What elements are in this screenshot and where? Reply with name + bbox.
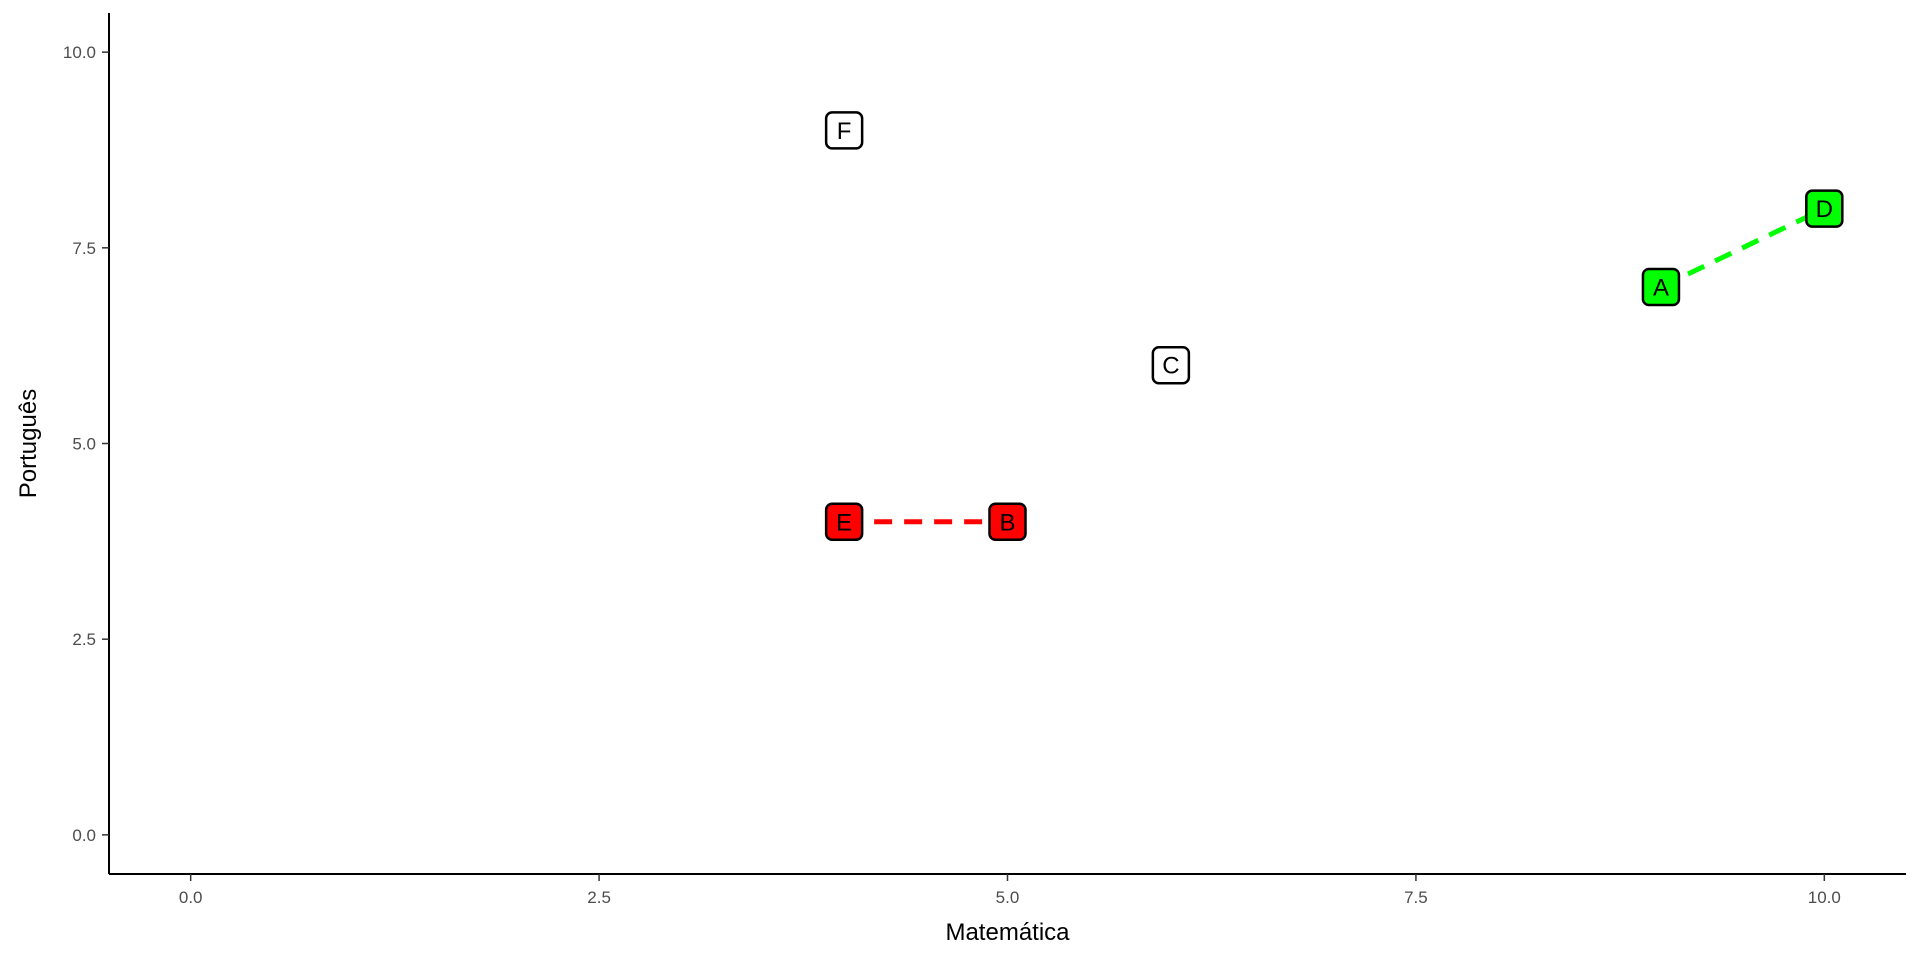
x-ticks: 0.0 2.5 5.0 7.5 10.0: [179, 874, 1841, 907]
point-box: [1151, 345, 1191, 385]
point-box: [1641, 267, 1681, 307]
point-label: F: [837, 118, 852, 145]
point-a: A: [1641, 267, 1681, 307]
point-label: D: [1816, 196, 1833, 223]
point-label: A: [1653, 274, 1669, 301]
y-tick-label: 0.0: [72, 826, 96, 845]
point-label: E: [836, 509, 852, 536]
point-label: B: [999, 509, 1015, 536]
connection-line-a-d: [1659, 206, 1826, 290]
x-axis-title: Matemática: [945, 919, 1070, 946]
y-axis-title: Português: [15, 389, 42, 498]
x-tick-label: 0.0: [179, 888, 203, 907]
y-tick-label: 5.0: [72, 435, 96, 454]
axes: [108, 13, 1906, 875]
point-f: F: [824, 111, 864, 150]
y-tick-label: 7.5: [72, 239, 96, 258]
point-b: B: [988, 502, 1027, 542]
x-tick-label: 7.5: [1404, 888, 1428, 907]
x-tick-label: 5.0: [996, 888, 1020, 907]
y-tick-label: 2.5: [72, 630, 96, 649]
point-labels: A B C D E F: [824, 111, 1844, 542]
point-box: [824, 502, 864, 542]
point-e: E: [824, 502, 864, 542]
x-tick-label: 10.0: [1808, 888, 1841, 907]
point-box: [824, 111, 864, 150]
x-tick-label: 2.5: [587, 888, 611, 907]
point-box: [1805, 189, 1844, 228]
point-c: C: [1151, 345, 1191, 385]
point-box: [988, 502, 1027, 542]
y-ticks: 0.0 2.5 5.0 7.5 10.0: [63, 43, 109, 845]
point-label: C: [1162, 353, 1179, 380]
point-d: D: [1805, 189, 1844, 228]
connection-lines: [844, 206, 1826, 525]
y-tick-label: 10.0: [63, 43, 96, 62]
